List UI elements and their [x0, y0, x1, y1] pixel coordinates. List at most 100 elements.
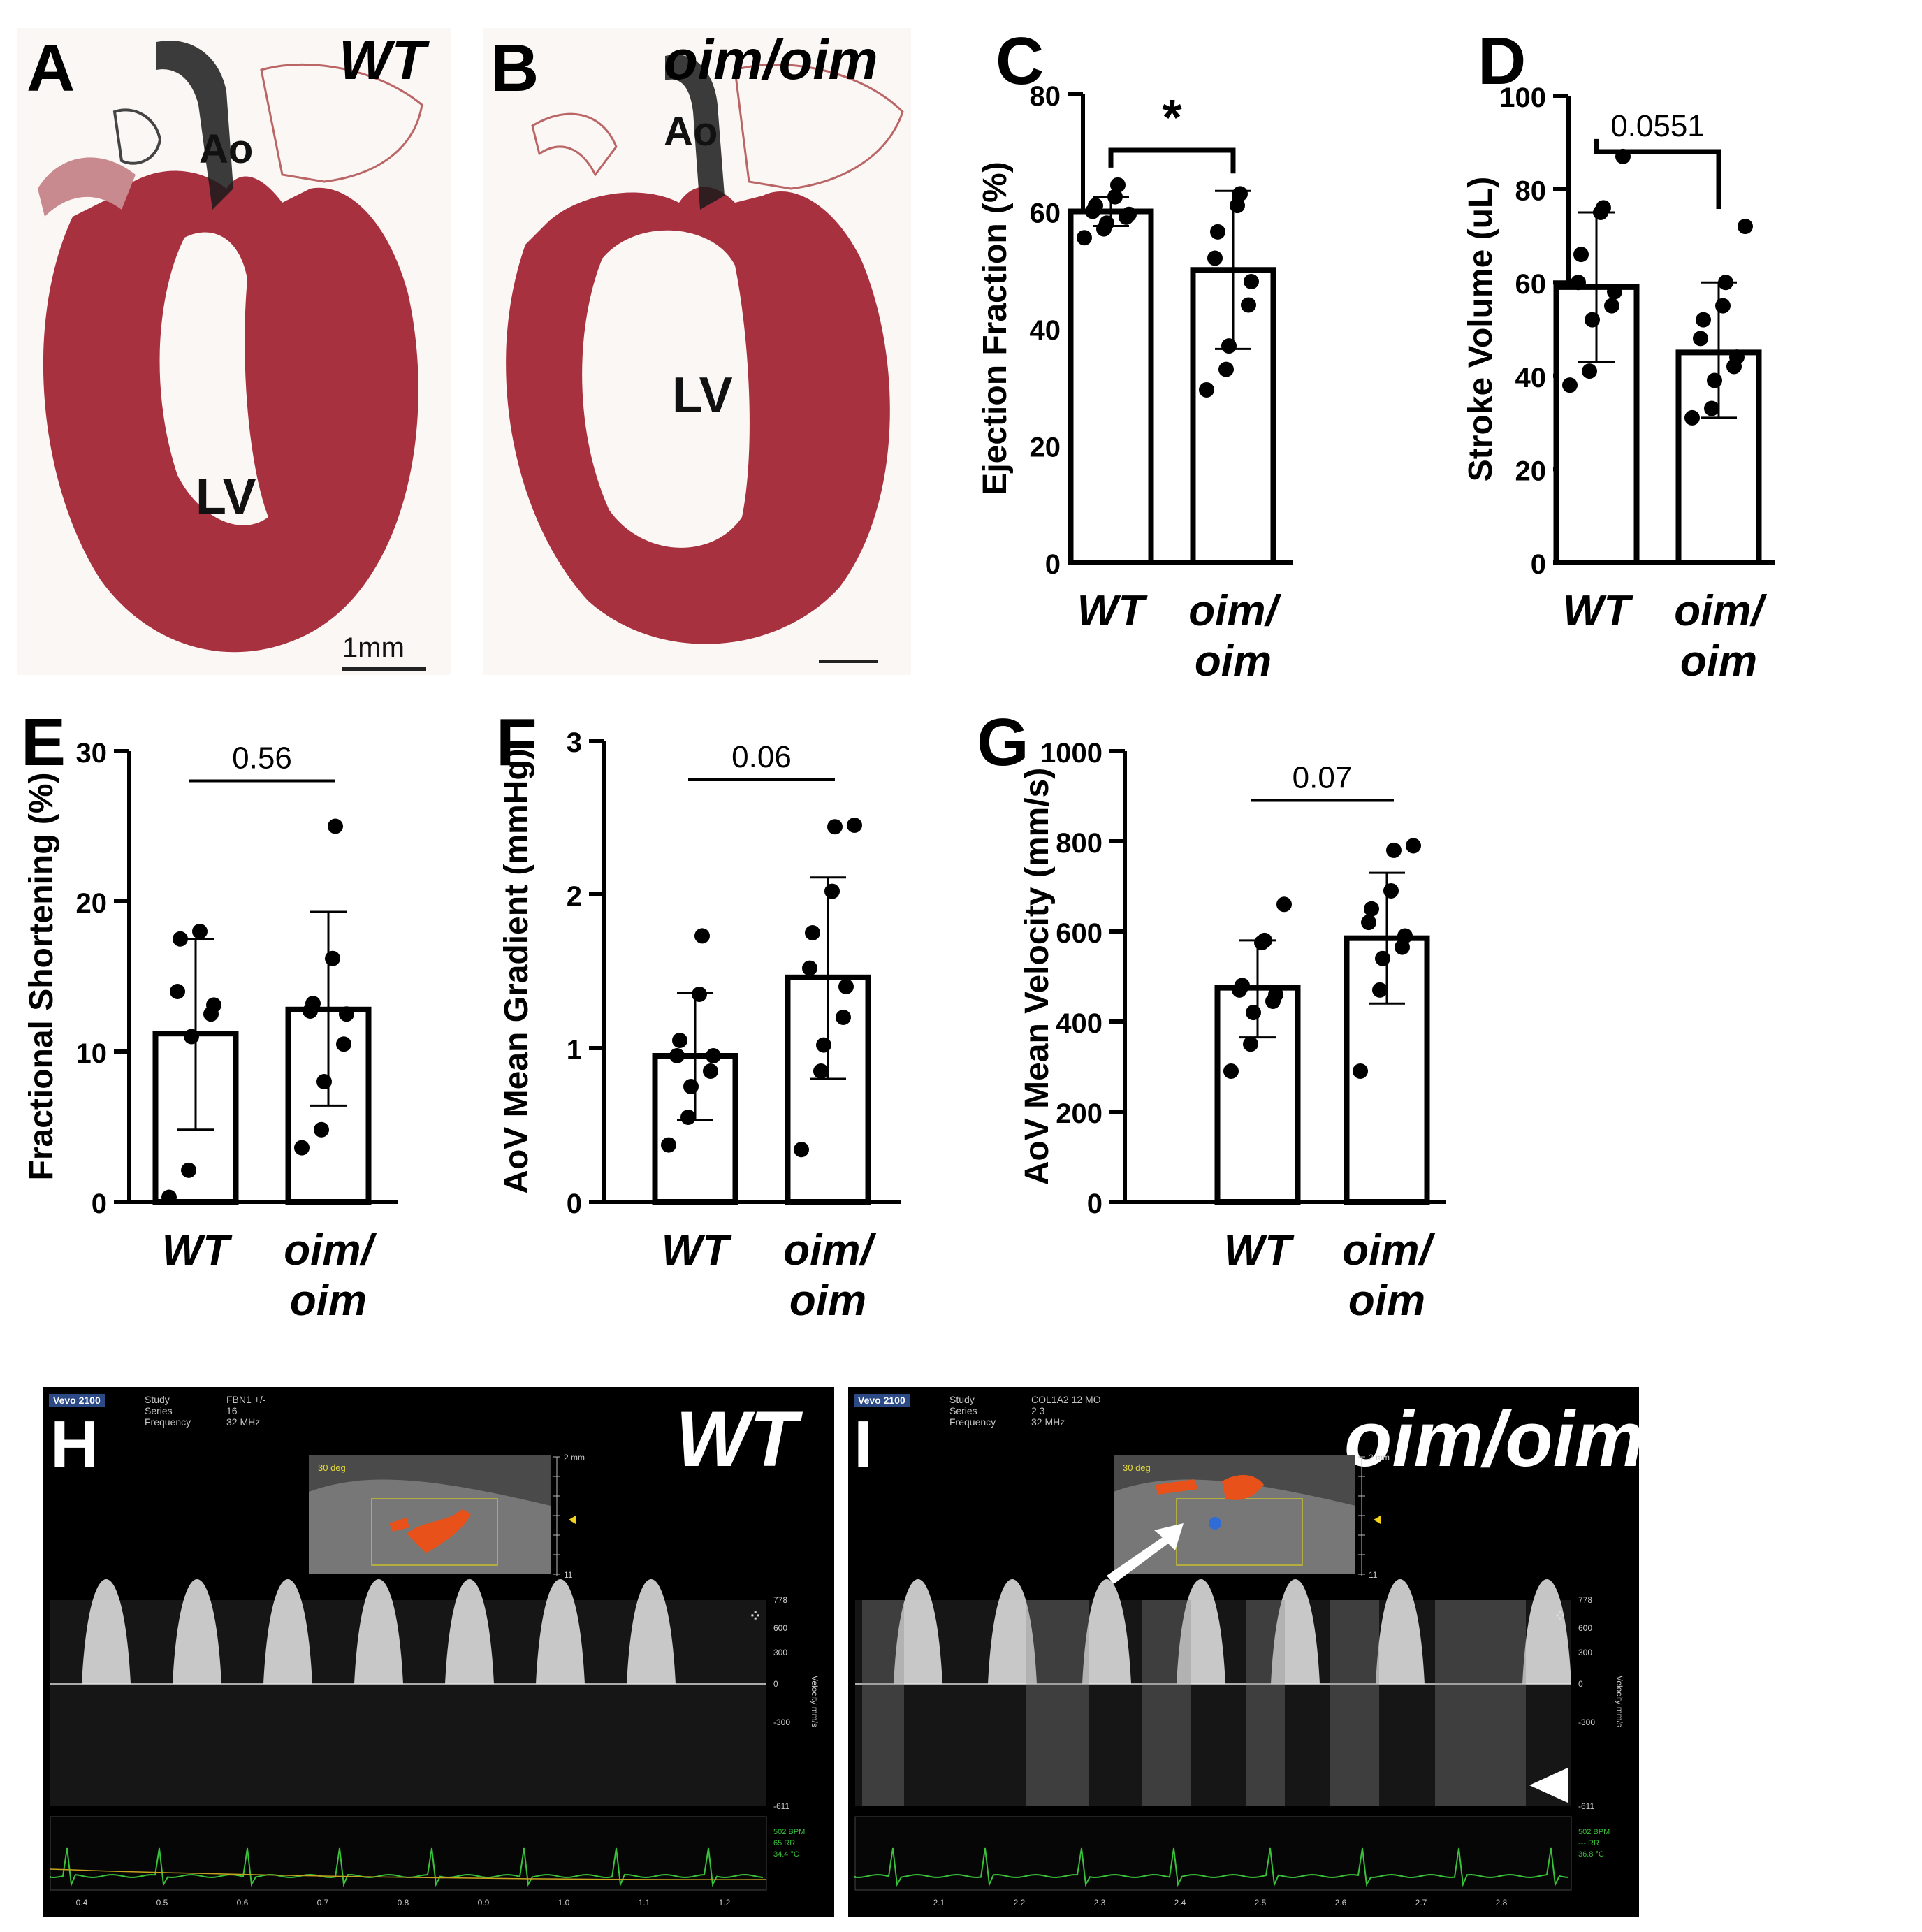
velocity-tick-label: 0	[1578, 1679, 1583, 1689]
doppler-noise	[1330, 1600, 1379, 1806]
panel-letter-c: C	[996, 28, 1044, 99]
doppler-waveform	[627, 1579, 676, 1684]
time-tick-label: 2.5	[1255, 1898, 1267, 1908]
data-point	[692, 987, 707, 1002]
focus-marker-icon	[569, 1516, 576, 1524]
data-point	[680, 1110, 696, 1125]
ultrasound-panel-wt: Vevo 2100 Study Series Frequency FBN1 +/…	[43, 1387, 834, 1917]
data-point	[328, 818, 343, 834]
y-tick-label: 600	[1056, 918, 1102, 949]
data-point	[1696, 312, 1711, 328]
data-point	[1230, 198, 1245, 214]
doppler-waveform	[445, 1579, 494, 1684]
data-point	[1383, 883, 1399, 899]
y-tick-label: 80	[1515, 176, 1547, 207]
panel-letter-g: G	[977, 705, 1029, 780]
significance-label: 0.06	[731, 740, 792, 774]
histology-wt	[17, 28, 451, 675]
depth-tick-label: 11	[1369, 1570, 1378, 1580]
doppler-waveform	[354, 1579, 403, 1684]
panel-letter-e: E	[21, 705, 66, 780]
data-point	[1223, 1063, 1239, 1079]
panel-letter-i: I	[854, 1407, 873, 1482]
ultrasound-panel-oim: Vevo 2100 Study Series Frequency COL1A2 …	[848, 1387, 1639, 1917]
y-tick-label: 3	[567, 727, 582, 758]
data-point	[1704, 400, 1719, 416]
focus-marker-icon	[1374, 1516, 1381, 1524]
data-point	[1738, 219, 1753, 235]
data-point	[1221, 338, 1237, 354]
study-value: FBN1 +/-	[226, 1394, 266, 1405]
data-point	[206, 997, 221, 1013]
velocity-axis-label: Velocity mm/s	[810, 1676, 820, 1727]
data-point	[1107, 189, 1123, 205]
angle-label: 30 deg	[318, 1462, 346, 1473]
ecg-panel	[50, 1816, 767, 1891]
frequency-key: Frequency	[949, 1416, 996, 1428]
data-point	[1243, 1036, 1258, 1052]
doppler-waveform	[82, 1579, 131, 1684]
time-tick-label: 2.3	[1094, 1898, 1106, 1908]
time-tick-label: 0.6	[237, 1898, 249, 1908]
y-tick-label: 30	[76, 738, 108, 769]
data-point	[802, 960, 817, 976]
y-tick-label: 20	[1515, 456, 1547, 486]
y-tick-label: 20	[76, 888, 108, 919]
doppler-noise	[1026, 1600, 1089, 1806]
chart-ejection-fraction: C 0 20 40 60 80 Ejection Fraction (%) WT oim/oim…	[977, 28, 1293, 685]
y-tick-label: 10	[76, 1038, 108, 1069]
data-point	[661, 1137, 676, 1153]
label-ao-a: Ao	[199, 126, 254, 172]
bmode-tissue	[1114, 1479, 1355, 1574]
velocity-axis-label: Velocity mm/s	[1615, 1676, 1624, 1727]
time-tick-label: 0.8	[398, 1898, 409, 1908]
time-tick-label: 2.8	[1496, 1898, 1508, 1908]
significance-label: *	[1162, 90, 1181, 146]
data-point	[1364, 901, 1379, 917]
data-point	[1210, 224, 1225, 240]
panel-letter-h: H	[50, 1407, 99, 1482]
data-point	[1246, 1005, 1261, 1021]
y-tick-label: 60	[1515, 269, 1547, 300]
data-point	[1088, 198, 1103, 214]
panel-i-title: oim/oim	[1344, 1395, 1639, 1483]
respiration-trace	[50, 1868, 767, 1880]
time-tick-label: 0.7	[317, 1898, 329, 1908]
ecg-trace	[854, 1847, 1568, 1887]
doppler-noise	[1246, 1600, 1285, 1806]
chart-fractional-shortening: E 0 10 20 30 Fractional Shortening (%) WT oim/o…	[21, 705, 398, 1325]
velocity-tick-label: 300	[773, 1648, 787, 1657]
chart-stroke-volume: D 0 20 40 60 80 100 Stroke Volume (uL) WT oim/oim…	[1462, 28, 1775, 685]
data-point	[794, 1142, 809, 1158]
grid-icon: ⁘	[749, 1607, 762, 1625]
data-point	[1276, 896, 1292, 913]
data-point	[1375, 950, 1390, 966]
y-axis-label: Ejection Fraction (%)	[977, 161, 1014, 495]
data-point	[1571, 275, 1586, 291]
doppler-waveform	[263, 1579, 312, 1684]
x-tick-label: oim/	[783, 1226, 876, 1274]
velocity-tick-label: -611	[1578, 1801, 1594, 1811]
significance-bracket	[1108, 147, 1236, 174]
x-tick-label: WT	[1224, 1226, 1295, 1274]
y-tick-label: 60	[1030, 198, 1061, 229]
doppler-waveform	[536, 1579, 585, 1684]
histology-oim	[483, 28, 911, 675]
data-point	[1361, 915, 1376, 931]
panel-h-title: WT	[676, 1395, 798, 1483]
data-point	[1573, 247, 1589, 263]
vevo-brand: Vevo 2100	[49, 1394, 105, 1407]
data-point	[703, 1063, 718, 1079]
ecg-readout: 36.8 °C	[1578, 1850, 1604, 1859]
data-point	[173, 931, 188, 947]
arrowhead-icon	[1529, 1768, 1568, 1803]
data-point	[1562, 377, 1578, 393]
vevo-brand: Vevo 2100	[854, 1394, 910, 1407]
depth-tick-label: 2 mm	[1369, 1453, 1390, 1462]
data-point	[1110, 177, 1126, 193]
color-box	[371, 1498, 498, 1566]
time-tick-label: 1.0	[558, 1898, 570, 1908]
x-tick-label: WT	[162, 1226, 233, 1274]
series-value: 16	[226, 1405, 238, 1416]
